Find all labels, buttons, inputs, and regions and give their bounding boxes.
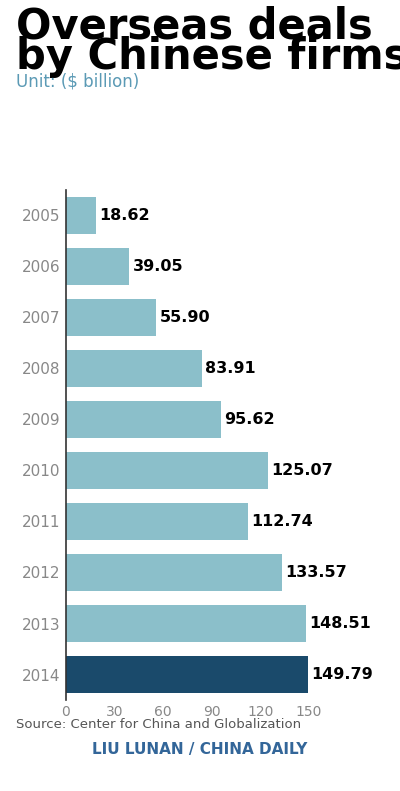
- Text: 112.74: 112.74: [252, 514, 313, 529]
- Bar: [66, 605, 306, 642]
- Text: LIU LUNAN / CHINA DAILY: LIU LUNAN / CHINA DAILY: [92, 742, 308, 757]
- Text: 125.07: 125.07: [272, 463, 333, 478]
- Text: Unit: ($ billion): Unit: ($ billion): [16, 73, 139, 91]
- Bar: [66, 503, 248, 539]
- Bar: [66, 350, 202, 387]
- Text: 95.62: 95.62: [224, 412, 274, 427]
- Bar: [66, 657, 308, 693]
- Text: 149.79: 149.79: [312, 667, 373, 682]
- Text: Source: Center for China and Globalization: Source: Center for China and Globalizati…: [16, 718, 301, 731]
- Bar: [66, 401, 221, 437]
- Text: 133.57: 133.57: [285, 565, 347, 580]
- Bar: [66, 248, 129, 285]
- Text: 148.51: 148.51: [310, 616, 371, 631]
- Text: 83.91: 83.91: [205, 361, 256, 376]
- Bar: [66, 299, 156, 335]
- Text: 18.62: 18.62: [99, 208, 150, 223]
- Text: 39.05: 39.05: [132, 259, 183, 274]
- Bar: [66, 197, 96, 233]
- Bar: [66, 554, 282, 591]
- Text: by Chinese firms: by Chinese firms: [16, 36, 400, 78]
- Bar: [66, 452, 268, 489]
- Text: Overseas deals: Overseas deals: [16, 6, 373, 47]
- Text: 55.90: 55.90: [160, 310, 210, 325]
